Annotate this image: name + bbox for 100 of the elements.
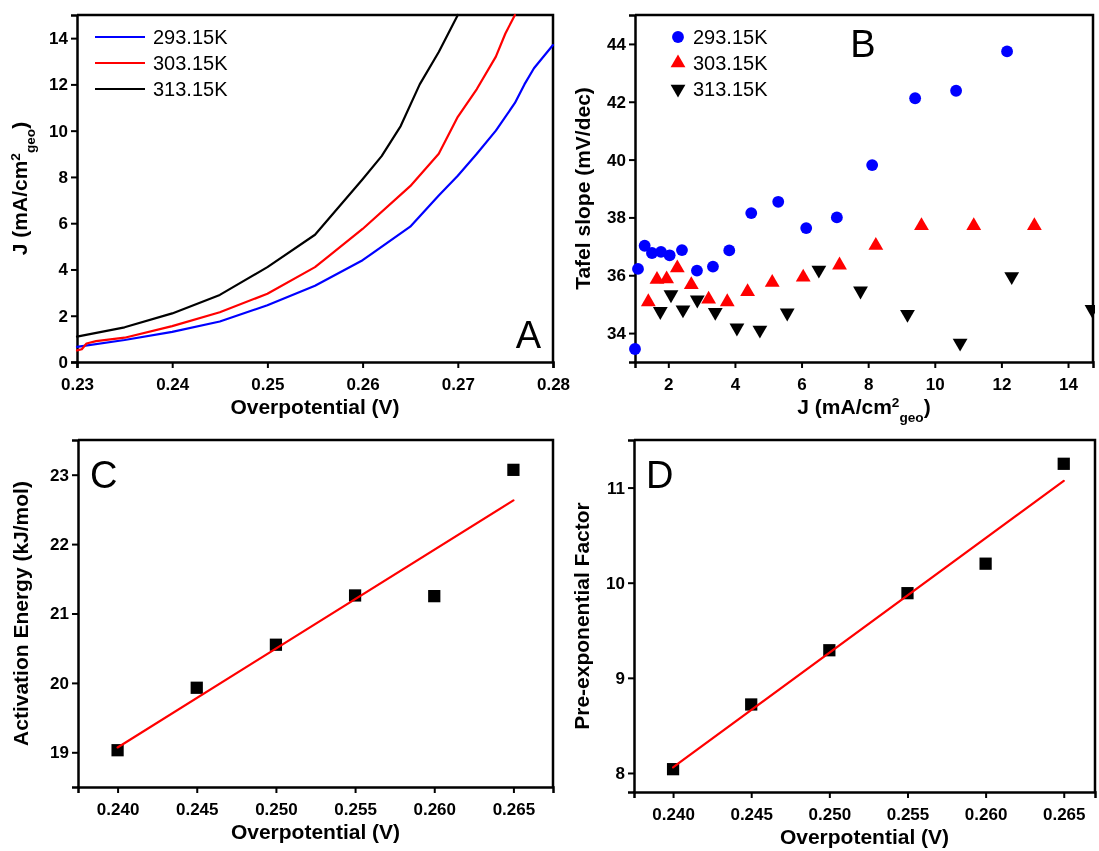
point xyxy=(1001,45,1013,58)
point xyxy=(632,262,644,275)
y-tick-label: 23 xyxy=(50,465,69,485)
y-tick-label: 8 xyxy=(58,167,68,187)
x-axis-title: Overpotential (V) xyxy=(230,395,400,418)
annotation: A xyxy=(515,314,542,356)
x-axis-title: Overpotential (V) xyxy=(779,825,950,848)
x-axis-title: Overpotential (V) xyxy=(230,820,401,843)
annotation: C xyxy=(90,454,118,496)
point xyxy=(663,249,676,262)
legend-label: 313.15K xyxy=(153,78,229,100)
y-tick-label: 36 xyxy=(607,266,626,286)
point xyxy=(795,268,811,282)
legend-label: 303.15K xyxy=(153,52,229,74)
x-tick-label: 0.260 xyxy=(964,804,1008,824)
point xyxy=(723,244,736,257)
point xyxy=(707,260,719,273)
legend-label: 293.15K xyxy=(153,26,229,48)
point xyxy=(719,293,735,307)
y-tick-label: 14 xyxy=(49,29,69,49)
point xyxy=(868,236,884,250)
y-tick-label: 6 xyxy=(58,214,68,234)
x-tick-label: 0.26 xyxy=(346,374,380,394)
point xyxy=(979,557,992,570)
y-tick-label: 9 xyxy=(615,668,625,688)
x-tick-label: 0.24 xyxy=(156,374,190,394)
x-tick-label: 0.265 xyxy=(492,799,536,819)
point xyxy=(190,681,203,694)
x-tick-label: 0.245 xyxy=(730,804,773,824)
point xyxy=(800,222,813,235)
x-tick-label: 0.255 xyxy=(886,804,930,824)
point xyxy=(866,159,879,171)
y-tick-label: 2 xyxy=(58,306,68,326)
x-tick-label: 0.265 xyxy=(1042,804,1086,824)
x-tick-label: 2 xyxy=(664,374,674,394)
x-tick-label: 0.245 xyxy=(175,799,219,819)
y-tick-label: 44 xyxy=(607,34,627,54)
annotation: B xyxy=(850,23,876,65)
y-tick-label: 8 xyxy=(615,763,625,783)
y-tick-label: 11 xyxy=(607,478,625,498)
y-tick-label: 38 xyxy=(607,208,626,228)
legend-label: 303.15K xyxy=(693,52,769,74)
y-tick-label: 19 xyxy=(50,743,69,763)
point xyxy=(966,217,982,231)
point xyxy=(914,217,929,231)
legend-label: 313.15K xyxy=(693,78,769,100)
point xyxy=(649,271,665,284)
y-tick-label: 10 xyxy=(606,573,625,593)
x-tick-label: 8 xyxy=(863,374,874,394)
x-axis-title: J (mA/cm$^{2}$$_{geo}$) xyxy=(797,394,931,425)
point xyxy=(832,256,847,270)
point xyxy=(745,207,758,219)
line-series xyxy=(75,13,517,352)
x-tick-label: 0.25 xyxy=(251,374,285,394)
x-tick-label: 12 xyxy=(992,374,1012,394)
point xyxy=(1026,217,1042,231)
x-tick-label: 0.240 xyxy=(96,799,140,819)
y-tick-label: 10 xyxy=(49,121,68,141)
point xyxy=(909,92,922,105)
point xyxy=(830,211,843,224)
point xyxy=(691,264,703,277)
x-tick-label: 0.23 xyxy=(60,374,95,394)
point xyxy=(772,195,785,208)
x-tick-label: 4 xyxy=(730,374,741,394)
line-series xyxy=(75,43,555,349)
y-axis-title: Activation Energy (kJ/mol) xyxy=(9,481,32,746)
point xyxy=(669,259,685,273)
y-axis-title: Pre-exponential Factor xyxy=(570,502,593,730)
y-tick-label: 40 xyxy=(607,150,626,170)
y-tick-label: 4 xyxy=(58,260,69,280)
x-tick-label: 10 xyxy=(925,374,945,394)
x-tick-label: 0.27 xyxy=(441,374,475,394)
y-tick-label: 12 xyxy=(49,75,68,95)
y-tick-label: 22 xyxy=(50,535,69,555)
x-tick-label: 0.250 xyxy=(255,799,298,819)
point xyxy=(428,590,441,603)
x-tick-label: 0.250 xyxy=(808,804,852,824)
point xyxy=(950,84,963,97)
point xyxy=(683,276,699,290)
annotation: D xyxy=(646,454,674,496)
x-tick-label: 6 xyxy=(797,374,807,394)
point xyxy=(629,343,641,355)
y-tick-label: 20 xyxy=(50,673,69,693)
point xyxy=(507,463,520,476)
point xyxy=(701,290,717,304)
x-tick-label: 0.260 xyxy=(413,799,457,819)
point xyxy=(659,270,675,284)
y-tick-label: 0 xyxy=(58,352,68,372)
legend-label: 293.15K xyxy=(693,26,769,48)
y-tick-label: 34 xyxy=(607,324,627,344)
point xyxy=(1057,457,1070,470)
x-tick-label: 0.28 xyxy=(536,374,571,394)
point xyxy=(640,293,656,307)
point xyxy=(740,283,755,297)
x-tick-label: 0.255 xyxy=(334,799,377,819)
y-tick-label: 42 xyxy=(607,92,626,112)
y-axis-title: Tafel slope (mV/dec) xyxy=(571,87,594,290)
x-tick-label: 14 xyxy=(1059,374,1079,394)
x-tick-label: 0.240 xyxy=(652,804,695,824)
point xyxy=(764,273,780,287)
